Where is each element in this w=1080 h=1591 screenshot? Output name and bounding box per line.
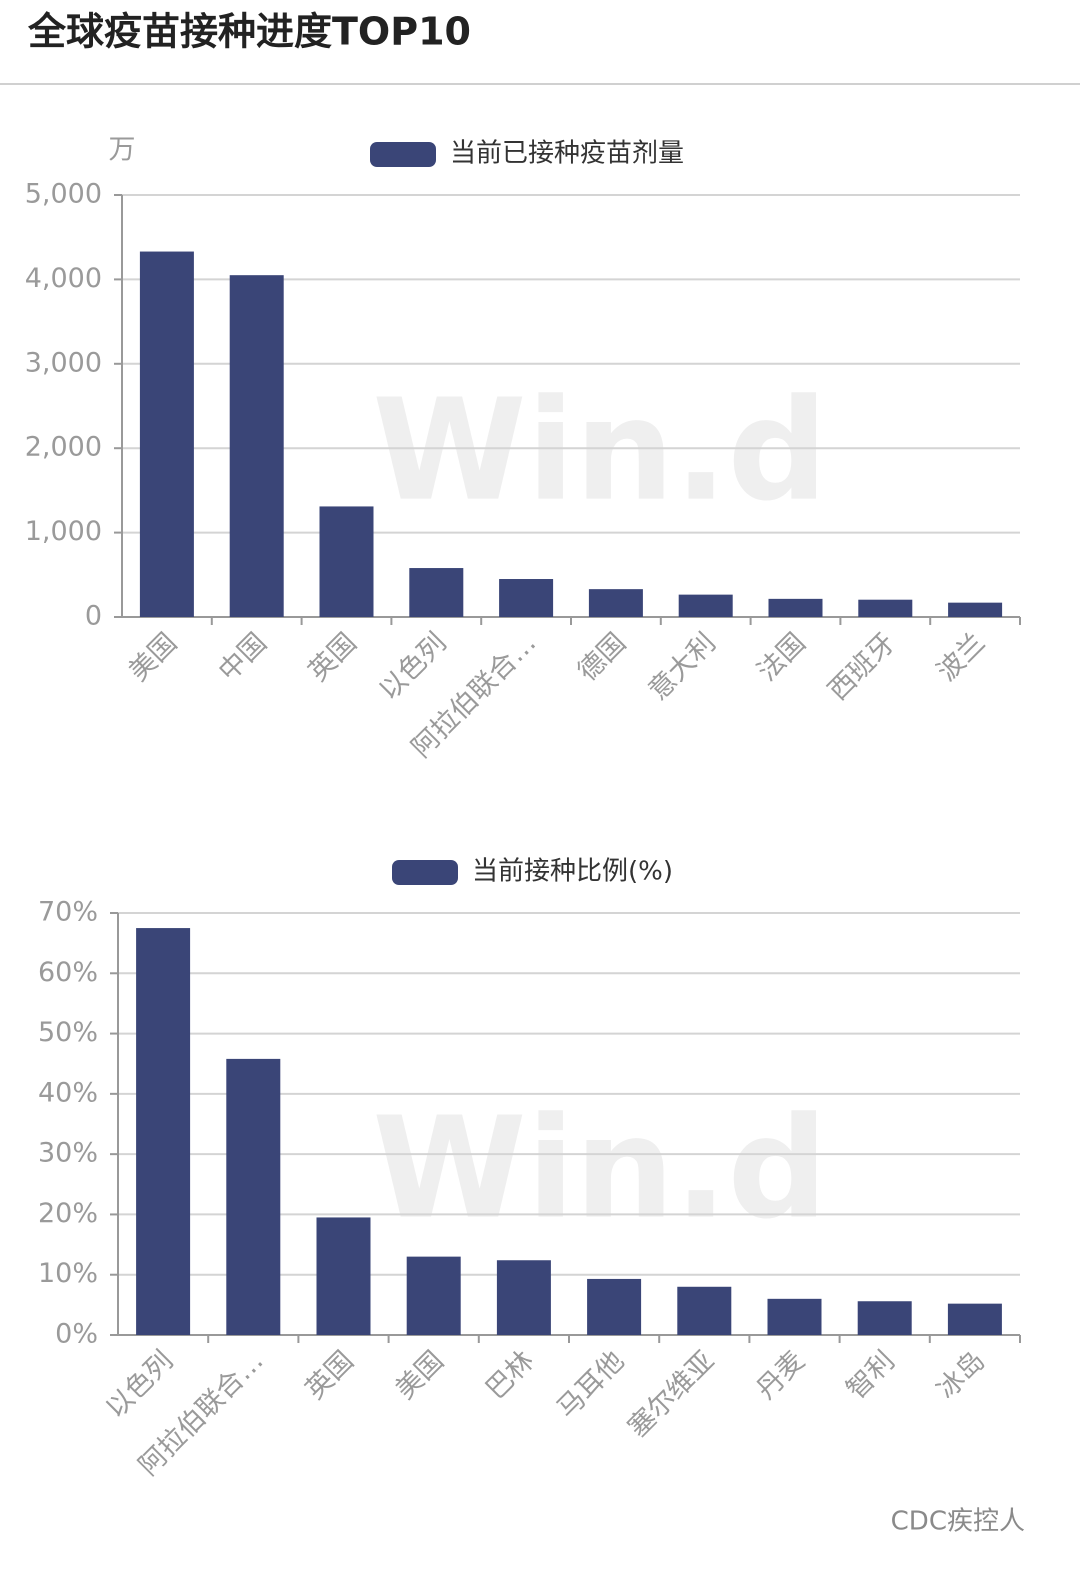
y-tick-label: 70% [38, 897, 98, 928]
bar [136, 928, 191, 1335]
bar [947, 1303, 1002, 1335]
x-tick-label: 巴林 [480, 1345, 540, 1405]
x-tick-label: 法国 [752, 627, 812, 687]
x-tick-label: 美国 [390, 1345, 450, 1405]
y-tick-label: 1,000 [25, 516, 102, 547]
x-tick-label: 马耳他 [551, 1345, 630, 1424]
y-tick-label: 50% [38, 1017, 98, 1048]
bar [406, 1256, 461, 1335]
bar [948, 602, 1003, 617]
bar [226, 1058, 281, 1335]
footer-source: CDC疾控人 [891, 1507, 1025, 1537]
bar [678, 594, 733, 617]
y-tick-label: 10% [38, 1258, 98, 1289]
x-tick-label: 冰岛 [931, 1345, 991, 1405]
x-tick-label: 意大利 [643, 627, 722, 706]
bar [139, 251, 194, 617]
x-tick-label: 德国 [572, 627, 632, 687]
y-tick-label: 5,000 [25, 179, 102, 210]
watermark: Win.d [372, 370, 827, 533]
x-tick-label: 丹麦 [751, 1345, 811, 1405]
y-tick-label: 60% [38, 957, 98, 988]
x-tick-label: 美国 [123, 627, 183, 687]
x-tick-label: 英国 [300, 1345, 360, 1405]
y-tick-label: 20% [38, 1198, 98, 1229]
x-tick-label: 以色列 [373, 627, 452, 706]
y-axis-unit: 万 [109, 135, 136, 166]
bar [768, 598, 823, 617]
x-tick-label: 英国 [303, 627, 363, 687]
bar [588, 589, 643, 617]
x-tick-label: 西班牙 [822, 627, 901, 706]
bar [767, 1298, 822, 1335]
y-tick-label: 4,000 [25, 263, 102, 294]
legend-swatch [392, 860, 458, 885]
y-tick-label: 0 [85, 601, 102, 632]
y-tick-label: 2,000 [25, 432, 102, 463]
x-tick-label: 波兰 [931, 627, 991, 687]
bar [587, 1278, 642, 1335]
y-tick-label: 0% [55, 1319, 98, 1350]
legend-swatch [370, 142, 436, 167]
y-tick-label: 30% [38, 1138, 98, 1169]
x-tick-label: 中国 [213, 627, 273, 687]
bar [319, 506, 374, 617]
bar [229, 275, 284, 617]
bar [496, 1260, 551, 1335]
legend-label: 当前已接种疫苗剂量 [450, 139, 684, 169]
y-tick-label: 3,000 [25, 347, 102, 378]
x-tick-label: 以色列 [100, 1345, 179, 1424]
y-tick-label: 40% [38, 1077, 98, 1108]
x-tick-label: 塞尔维亚 [622, 1345, 720, 1443]
bar [858, 599, 913, 617]
x-tick-label: 智利 [841, 1345, 901, 1405]
bar [499, 579, 554, 617]
bar [316, 1217, 371, 1335]
legend-label: 当前接种比例(%) [472, 857, 673, 887]
page-title: 全球疫苗接种进度TOP10 [27, 10, 471, 54]
watermark: Win.d [372, 1088, 827, 1251]
bar [677, 1286, 732, 1335]
bar [409, 568, 464, 617]
bar [857, 1301, 912, 1335]
